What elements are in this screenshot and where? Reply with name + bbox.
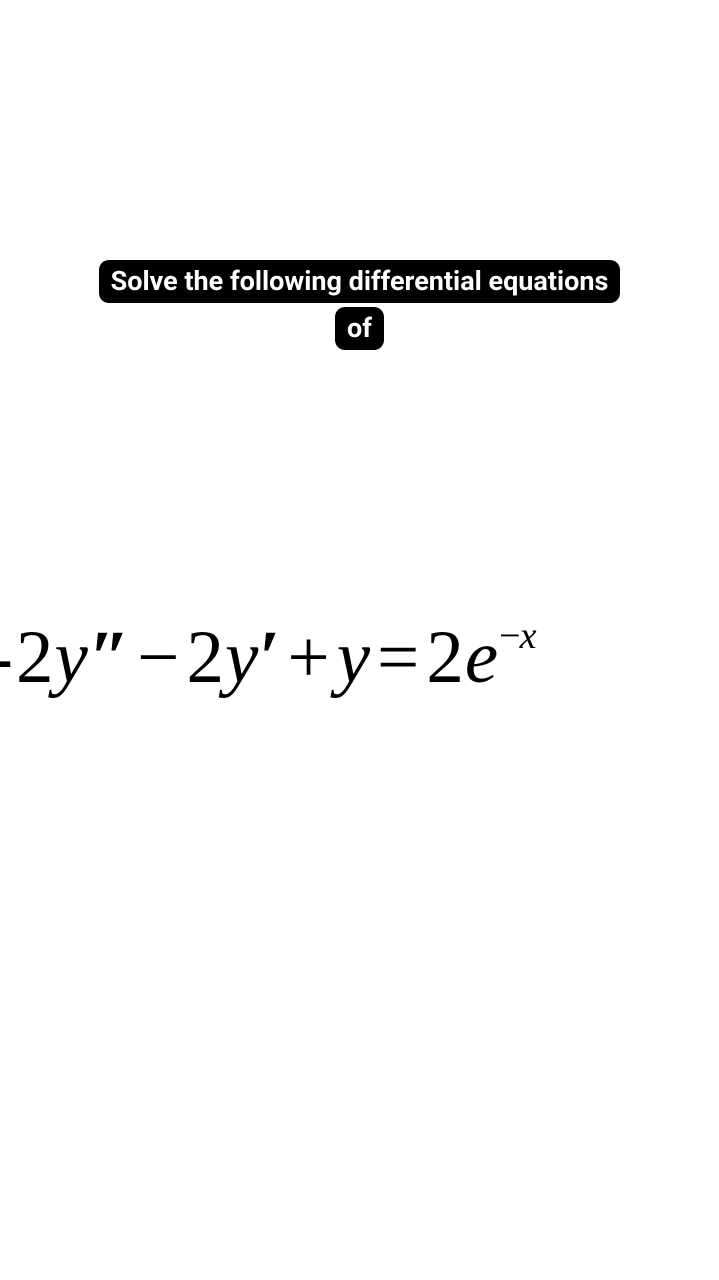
- exp-minus: −: [499, 615, 519, 657]
- heading-line-1: Solve the following differential equatio…: [99, 260, 621, 303]
- coef-3: 2: [426, 616, 465, 699]
- exponent: −x: [499, 615, 535, 657]
- var-y-3: y: [337, 616, 371, 699]
- differential-equation: -2y″−2y′+y=2e−x: [0, 615, 535, 701]
- var-y-2: y: [225, 616, 259, 699]
- plus-op: +: [287, 615, 330, 701]
- heading-line-2: of: [335, 307, 384, 350]
- prime-double: ″: [89, 616, 131, 699]
- base-e: e: [465, 616, 499, 699]
- coef-1: 2: [16, 616, 55, 699]
- exp-x: x: [520, 615, 536, 657]
- var-y-1: y: [54, 616, 88, 699]
- prime-single: ′: [259, 616, 281, 699]
- heading-container: Solve the following differential equatio…: [0, 260, 719, 350]
- equation-container: -2y″−2y′+y=2e−x: [0, 615, 719, 701]
- coef-2: 2: [187, 616, 226, 699]
- minus-op: −: [137, 615, 180, 701]
- equals-op: =: [377, 615, 420, 701]
- leading-minus: -: [0, 616, 14, 699]
